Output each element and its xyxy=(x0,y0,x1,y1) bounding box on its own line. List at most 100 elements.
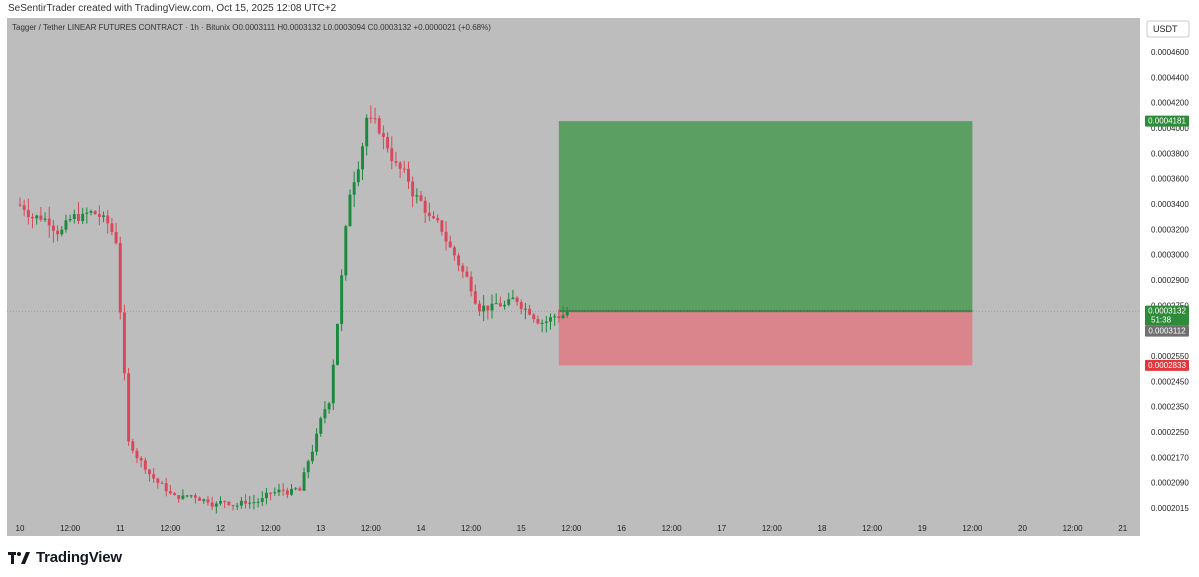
price-axis-label: 0.0002015 xyxy=(1151,504,1189,513)
candle-body xyxy=(277,489,281,493)
time-axis-label: 15 xyxy=(517,524,526,533)
candle-body xyxy=(473,291,477,304)
candle-body xyxy=(528,308,532,315)
price-axis-label: 0.0002900 xyxy=(1151,276,1189,285)
time-axis-label: 12:00 xyxy=(962,524,983,533)
candle-body xyxy=(235,505,239,507)
candle-body xyxy=(386,136,390,149)
candle-body xyxy=(51,225,55,231)
candle-body xyxy=(31,216,34,219)
time-axis-label: 12:00 xyxy=(1063,524,1084,533)
time-axis-label: 20 xyxy=(1018,524,1027,533)
price-axis-label: 0.0004600 xyxy=(1151,48,1189,57)
candle-body xyxy=(540,322,544,324)
loss-zone[interactable] xyxy=(558,311,973,366)
price-axis-label: 0.0003200 xyxy=(1151,225,1189,234)
candle-body xyxy=(131,441,135,451)
price-axis-label: 0.0002250 xyxy=(1151,428,1189,437)
candle-body xyxy=(122,312,126,374)
price-axis-label: 0.0004000 xyxy=(1151,124,1189,133)
candle-body xyxy=(369,117,373,119)
price-axis-label: 0.0003000 xyxy=(1151,251,1189,260)
candle-body xyxy=(160,482,164,484)
candle-body xyxy=(331,364,335,404)
candle-body xyxy=(281,489,285,491)
price-axis-label: 0.0003600 xyxy=(1151,175,1189,184)
legend-symbol: Tagger / Tether LINEAR FUTURES CONTRACT … xyxy=(12,23,230,32)
time-axis[interactable]: 10 12:00 11 12:00 12 12:00 13 12:00 14 12:00 15 12:… xyxy=(16,524,1128,533)
time-axis-label: 12:00 xyxy=(261,524,282,533)
candle-body xyxy=(515,297,519,303)
stop-price-label: 0.0002833 xyxy=(1145,359,1189,371)
candle-body xyxy=(402,168,406,170)
candle-body xyxy=(523,308,527,310)
candle-body xyxy=(302,472,306,491)
candle-body xyxy=(143,460,147,470)
profit-zone[interactable] xyxy=(558,121,973,312)
time-axis-label: 12:00 xyxy=(60,524,81,533)
candle-body xyxy=(381,133,385,137)
price-axis-background xyxy=(1140,18,1195,536)
candle-body xyxy=(494,303,498,305)
candle-body xyxy=(81,213,85,222)
time-axis-label: 17 xyxy=(717,524,726,533)
target-price-value: 0.0004181 xyxy=(1148,117,1186,126)
candle-body xyxy=(344,226,348,276)
candle-body xyxy=(223,500,227,502)
candle-body xyxy=(315,433,319,452)
last-price-value: 0.0003112 xyxy=(1148,327,1186,336)
candle-body xyxy=(156,478,160,483)
time-axis-label: 12:00 xyxy=(160,524,181,533)
candle-body xyxy=(68,218,72,221)
candle-body xyxy=(373,118,377,120)
price-axis-label: 0.0002350 xyxy=(1151,403,1189,412)
currency-badge[interactable]: USDT xyxy=(1146,20,1190,38)
candle-body xyxy=(139,458,143,461)
price-axis[interactable]: 0.00046000.00044000.00042000.00040000.00… xyxy=(1151,48,1189,513)
legend-close: C0.0003132 xyxy=(367,23,412,32)
candle-body xyxy=(248,502,252,504)
candle-body xyxy=(306,461,310,473)
candle-body xyxy=(148,469,151,475)
price-axis-label: 0.0002090 xyxy=(1151,479,1189,488)
candle-body xyxy=(89,211,93,213)
candle-body xyxy=(511,297,515,300)
price-axis-label: 0.0002170 xyxy=(1151,453,1189,462)
candle-body xyxy=(214,503,218,507)
long-position-tool[interactable] xyxy=(558,121,973,366)
candle-body xyxy=(43,218,47,220)
candle-body xyxy=(110,223,114,232)
price-axis-label: 0.0003400 xyxy=(1151,200,1189,209)
candle-body xyxy=(18,204,22,206)
candle-body xyxy=(519,302,523,309)
last-price-label: 0.0003112 xyxy=(1145,325,1189,337)
candle-body xyxy=(356,169,360,183)
candle-body xyxy=(202,499,206,501)
time-axis-label: 12:00 xyxy=(561,524,582,533)
candle-body xyxy=(486,305,490,311)
entry-price-value: 0.0003132 xyxy=(1148,307,1186,316)
candle-body xyxy=(319,418,323,434)
time-axis-label: 18 xyxy=(818,524,827,533)
candle-body xyxy=(482,305,486,312)
time-axis-label: 10 xyxy=(16,524,25,533)
candle-body xyxy=(440,220,444,232)
target-price-label: 0.0004181 xyxy=(1145,115,1189,127)
candle-body xyxy=(432,216,435,219)
candle-body xyxy=(26,209,30,217)
tradingview-logo[interactable]: TradingView xyxy=(8,549,122,566)
candle-body xyxy=(553,316,557,318)
bar-countdown: 51:38 xyxy=(1151,316,1172,325)
candle-body xyxy=(465,271,469,277)
price-axis-label: 0.0004400 xyxy=(1151,73,1189,82)
time-axis-label: 12:00 xyxy=(662,524,683,533)
candle-body xyxy=(285,490,289,495)
time-axis-label: 12 xyxy=(216,524,225,533)
price-axis-label: 0.0002550 xyxy=(1151,352,1189,361)
candle-body xyxy=(64,220,68,230)
candle-body xyxy=(394,161,398,163)
candle-body xyxy=(536,319,540,324)
candle-body xyxy=(206,499,210,503)
candle-body xyxy=(557,316,561,319)
